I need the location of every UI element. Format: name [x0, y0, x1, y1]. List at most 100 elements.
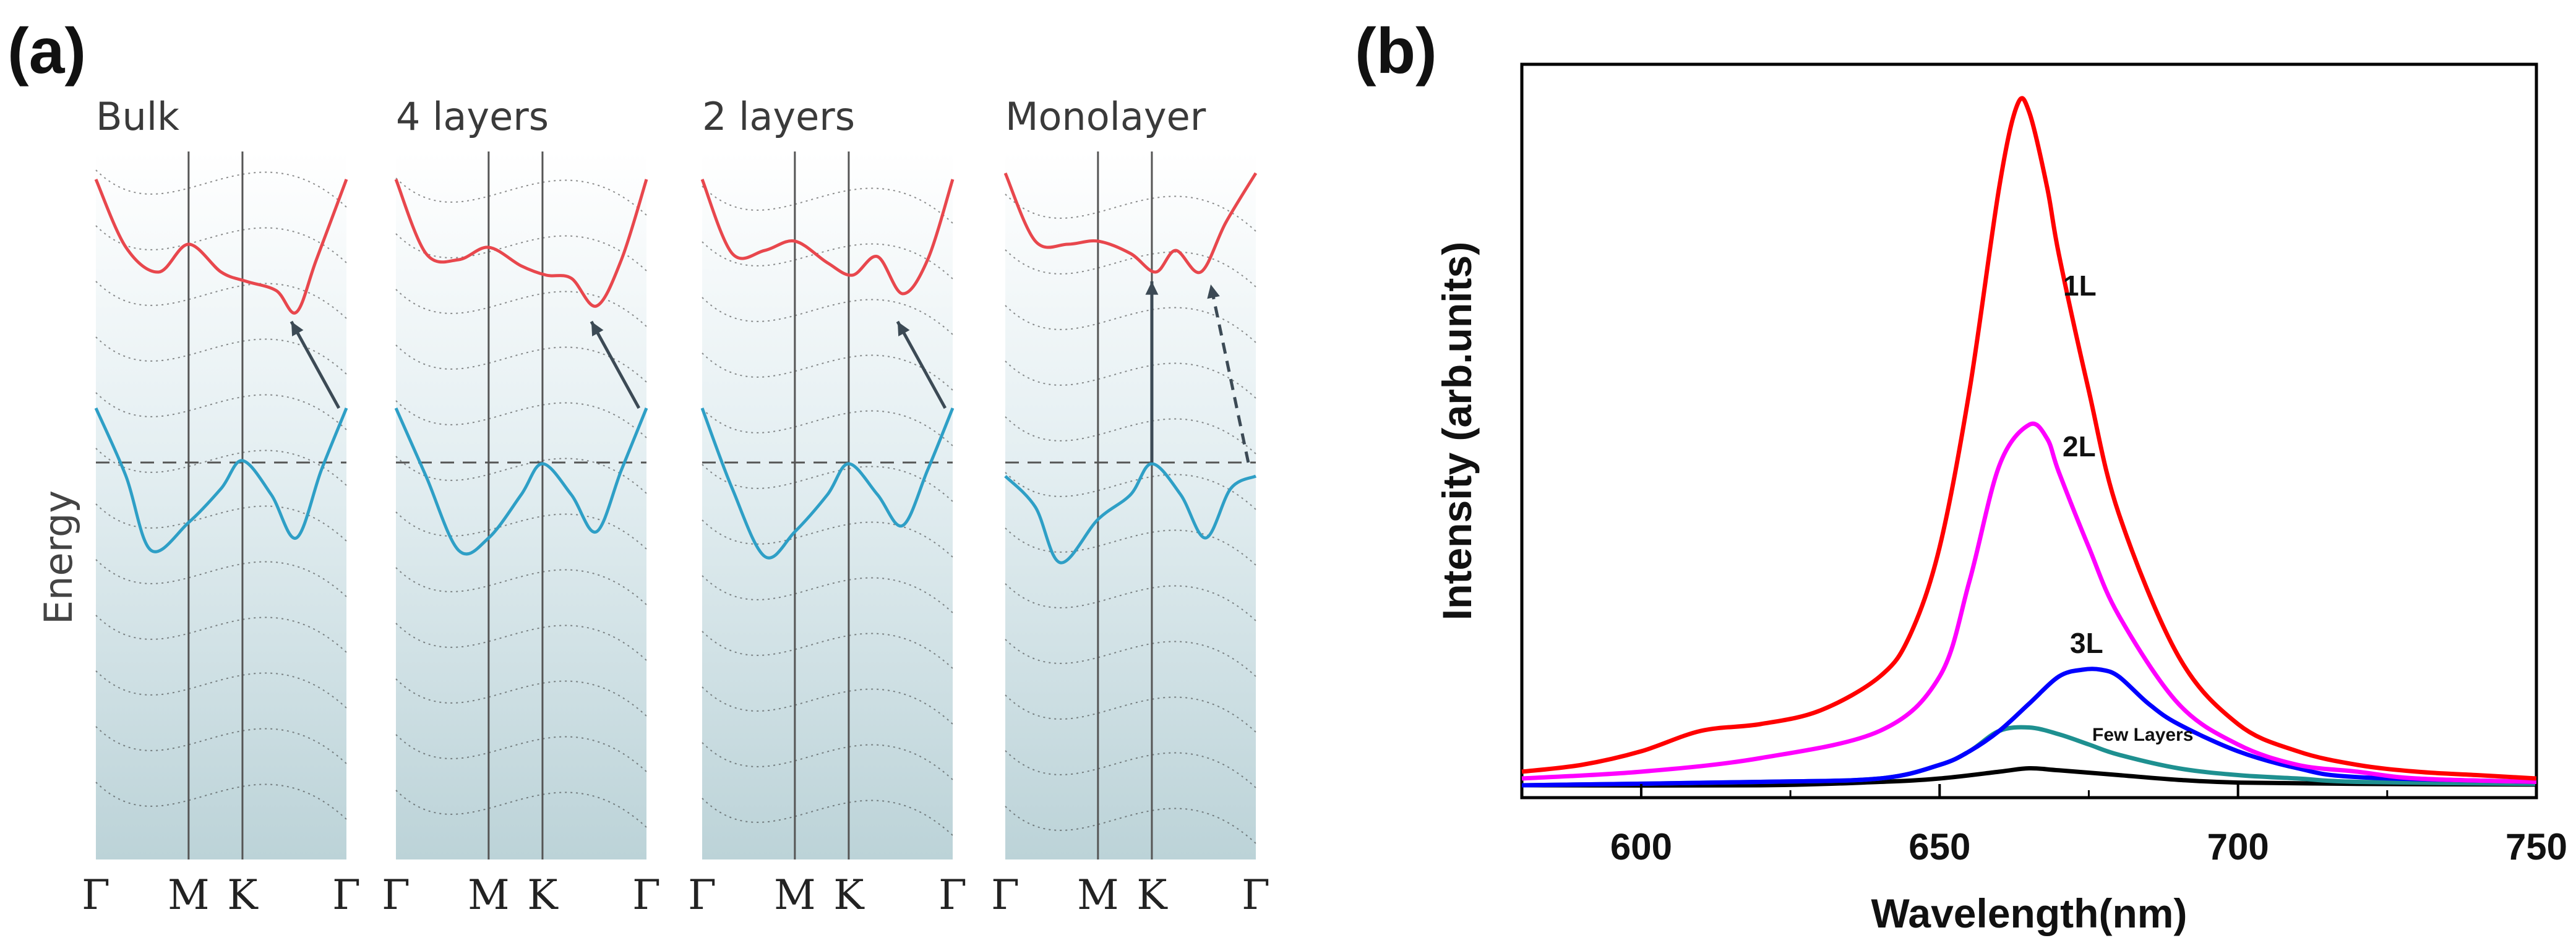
k-point-label: Γ	[82, 871, 110, 919]
dotted-band	[395, 177, 647, 216]
dotted-band	[395, 233, 647, 271]
band-panel-bg	[702, 151, 953, 859]
dotted-band	[395, 567, 647, 605]
dotted-band	[1005, 639, 1256, 677]
dotted-band	[702, 686, 953, 725]
dotted-band	[702, 631, 953, 669]
dotted-band	[1005, 750, 1256, 788]
arrow-head	[897, 322, 910, 336]
k-point-label: Γ	[938, 871, 967, 919]
x-tick-label: 700	[2207, 826, 2269, 868]
k-point-label: M	[774, 871, 816, 919]
x-axis-label: Wavelength(nm)	[1871, 890, 2187, 936]
dotted-band	[95, 782, 347, 820]
valence-band	[394, 407, 648, 556]
k-point-label: K	[833, 871, 865, 919]
x-axis-ticks: 600 650 700 750	[1610, 784, 2567, 868]
dotted-band	[702, 798, 953, 836]
pl-spectrum-chart: 600 650 700 750 Wavelength(nm) Intensity (a…	[1434, 62, 2567, 936]
k-point-label: Γ	[632, 871, 661, 919]
dotted-band	[95, 281, 347, 319]
valence-band	[1004, 462, 1257, 565]
x-tick-label: 600	[1610, 826, 1672, 868]
dotted-band	[95, 225, 347, 263]
arrow-head	[1145, 281, 1159, 295]
dotted-band	[95, 448, 347, 486]
dotted-band	[395, 289, 647, 327]
panel-a-label: (a)	[7, 15, 86, 87]
k-point-label: Γ	[688, 871, 716, 919]
dotted-band	[95, 726, 347, 764]
dotted-band	[702, 742, 953, 780]
dotted-band	[1005, 305, 1256, 343]
dotted-band	[395, 623, 647, 661]
dotted-band	[95, 169, 347, 208]
arrow-head	[1207, 284, 1220, 299]
dotted-band	[1005, 360, 1256, 399]
x-tick-label: 650	[1908, 826, 1970, 868]
dotted-band	[702, 575, 953, 613]
dotted-band	[1005, 527, 1256, 566]
dotted-band	[95, 615, 347, 653]
arrow-head	[291, 322, 304, 336]
series-line-3l	[1521, 667, 2537, 788]
band-panel-title: Monolayer	[1005, 94, 1206, 139]
pl-curves	[1521, 96, 2537, 788]
series-label-1L: 1L	[2063, 270, 2097, 302]
conduction-band	[94, 178, 348, 315]
conduction-band	[700, 179, 955, 296]
dotted-band	[702, 186, 953, 224]
panel-b-label: (b)	[1355, 15, 1437, 87]
k-point-label: Γ	[991, 871, 1020, 919]
band-panel-2: 4 layers Γ M K Γ	[382, 94, 661, 919]
k-point-label: K	[227, 871, 259, 919]
dotted-band	[1005, 583, 1256, 621]
dotted-band	[1005, 472, 1256, 510]
k-point-label: M	[468, 871, 510, 919]
dotted-band	[95, 392, 347, 430]
dotted-band	[395, 400, 647, 438]
band-panel-3: 2 layers Γ M K Γ	[688, 94, 967, 919]
dotted-band	[1005, 194, 1256, 232]
dotted-band	[702, 297, 953, 335]
arrow-head	[591, 322, 604, 336]
series-label-few-layers: Few Layers	[2092, 725, 2193, 745]
dotted-band	[95, 559, 347, 597]
dotted-band	[395, 790, 647, 828]
dotted-band	[1005, 249, 1256, 288]
y-axis-label: Intensity (arb.units)	[1434, 242, 1480, 620]
k-point-label: K	[1136, 871, 1168, 919]
transition-arrow	[590, 320, 641, 409]
band-panel-title: 2 layers	[702, 94, 855, 139]
dotted-band	[702, 519, 953, 558]
k-point-label: M	[168, 871, 210, 919]
dotted-band	[702, 352, 953, 391]
series-label-2L: 2L	[2063, 430, 2096, 463]
transition-arrow	[896, 320, 947, 409]
k-point-label: Γ	[382, 871, 410, 919]
conduction-band	[394, 179, 648, 308]
dotted-band	[702, 241, 953, 279]
dotted-band	[395, 734, 647, 772]
k-point-label: Γ	[1242, 871, 1270, 919]
series-label-3L: 3L	[2070, 627, 2103, 659]
dotted-band	[395, 344, 647, 383]
dotted-band	[702, 408, 953, 446]
x-tick-label: 750	[2505, 826, 2567, 868]
k-point-label: Γ	[332, 871, 361, 919]
valence-band	[700, 407, 955, 560]
band-panel-bg	[1005, 151, 1256, 859]
energy-axis-label: Energy	[36, 490, 81, 625]
plot-frame	[1520, 62, 2538, 800]
conduction-band	[1003, 172, 1258, 275]
dotted-band	[95, 336, 347, 375]
band-panel-title: Bulk	[96, 94, 179, 139]
series-line-2l	[1521, 421, 2537, 784]
band-panel-4: Monolayer Γ M K Γ	[991, 94, 1270, 919]
dotted-band	[95, 670, 347, 709]
k-point-label: K	[527, 871, 559, 919]
dotted-band	[95, 503, 347, 542]
indirect-transition-arrow	[1209, 284, 1250, 463]
